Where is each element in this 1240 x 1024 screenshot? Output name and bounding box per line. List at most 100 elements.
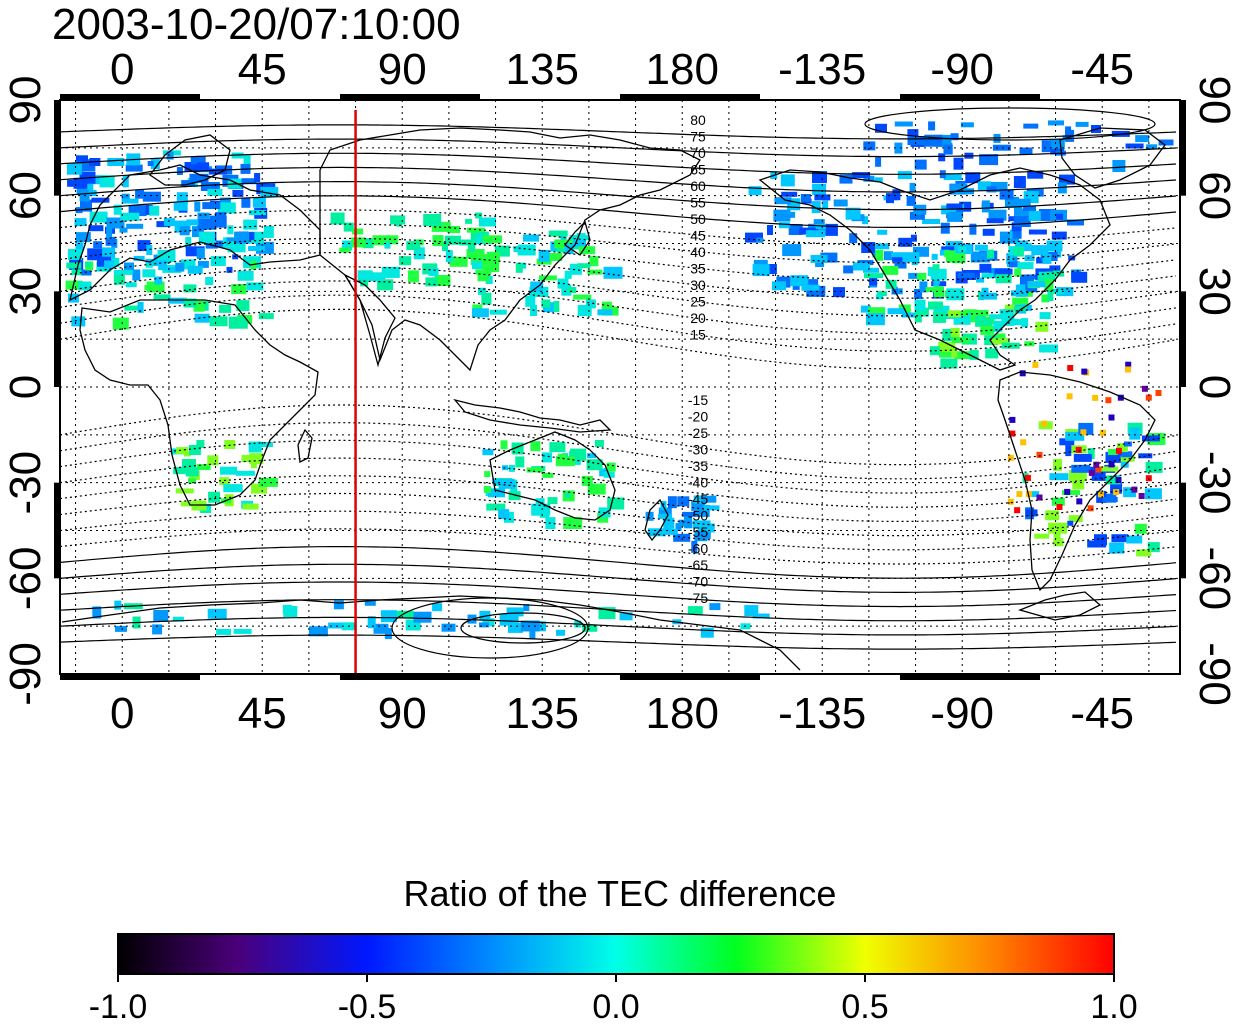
tec-patch [677, 496, 690, 507]
tec-patch [931, 253, 938, 260]
tec-patch [928, 301, 943, 310]
lat-tick-label-right: 30 [1190, 267, 1239, 316]
tec-patch [1067, 219, 1084, 226]
lat-tick-label-left: 90 [1, 76, 50, 125]
tec-patch [183, 451, 191, 457]
tec-patch [432, 235, 444, 247]
tec-patch [875, 156, 882, 167]
tec-patch [1094, 534, 1107, 546]
lon-tick-label-top: -135 [778, 45, 866, 94]
tec-patch [1013, 176, 1026, 188]
tec-patch [790, 275, 809, 287]
tec-patch [515, 456, 525, 468]
tec-patch [959, 201, 972, 212]
tec-patch [806, 230, 825, 238]
tec-patch [542, 452, 552, 463]
tec-patch [800, 194, 811, 202]
tec-patch [996, 333, 1006, 340]
tec-patch [787, 211, 796, 218]
tec-patch [106, 217, 125, 229]
tec-patch [1017, 262, 1034, 270]
tec-patch [916, 307, 929, 317]
tec-patch [876, 291, 887, 297]
tec-patch [606, 462, 616, 472]
tec-patch [947, 310, 961, 318]
tec-patch [498, 509, 510, 520]
tec-patch [538, 275, 557, 281]
tec-patch [234, 231, 250, 244]
tec-patch [1031, 245, 1049, 256]
tec-patch [181, 180, 196, 187]
tec-patch [235, 470, 255, 476]
tec-patch [249, 453, 264, 465]
tec-patch [999, 309, 1014, 319]
tec-patch [774, 197, 792, 205]
tec-patch [1102, 497, 1118, 502]
frame-bar-right [1180, 100, 1186, 196]
tec-patch [219, 304, 232, 313]
tec-patch-extreme [1009, 430, 1016, 437]
lat-tick-label-right: -30 [1190, 451, 1239, 515]
tec-patch [1035, 321, 1049, 332]
tec-patch [1041, 294, 1050, 303]
tec-patch [999, 189, 1014, 200]
tec-patch [466, 227, 485, 233]
tec-patch [1091, 470, 1106, 481]
tec-patch [1068, 515, 1083, 523]
tec-patch [153, 609, 169, 622]
tec-patch [961, 311, 969, 316]
contour-label: 65 [690, 162, 706, 178]
lat-tick-label-right: 90 [1190, 76, 1239, 125]
tec-patch [1028, 229, 1047, 235]
magnetic-contour [60, 492, 1177, 537]
tec-patch [517, 244, 536, 256]
tec-patch [157, 249, 176, 262]
tec-patch [466, 249, 485, 258]
tec-patch [190, 156, 206, 165]
tec-patch [208, 491, 221, 503]
tec-patch [1024, 255, 1035, 262]
tec-patch [1008, 246, 1019, 256]
tec-patch [780, 174, 795, 187]
tec-patch-extreme [1067, 365, 1074, 371]
tec-patch [810, 254, 828, 263]
tec-patch [164, 218, 175, 227]
lon-tick-label-top: 0 [110, 45, 134, 94]
tec-patch [875, 294, 883, 300]
tec-patch [913, 246, 929, 257]
tec-patch [367, 616, 376, 629]
tec-patch [105, 236, 116, 246]
tec-patch [833, 287, 845, 298]
tec-patch [645, 511, 654, 521]
tec-patch [1051, 497, 1065, 506]
tec-patch [887, 308, 906, 315]
tec-patch [372, 235, 391, 246]
tec-patch [1053, 458, 1062, 471]
tec-patch [405, 619, 421, 631]
tec-patch [1023, 123, 1039, 129]
tec-patch [577, 305, 592, 316]
tec-patch [979, 263, 992, 273]
tec-patch [498, 248, 507, 257]
tec-patch-extreme [1108, 461, 1115, 468]
colorbar-tick-label: -1.0 [89, 988, 148, 1024]
tec-patch-extreme [1016, 491, 1023, 497]
tec-patch [687, 606, 703, 615]
tec-patch [917, 273, 927, 281]
tec-patch [153, 294, 171, 300]
tec-patch [1041, 140, 1051, 153]
tec-patch [875, 249, 884, 261]
lon-tick-label-bottom: 90 [378, 689, 427, 738]
tec-patch [928, 121, 936, 131]
magnetic-contour [60, 510, 1177, 551]
lat-tick-label-left: 30 [1, 267, 50, 316]
tec-patch [442, 242, 448, 251]
tec-patch [946, 254, 957, 263]
tec-patch-extreme [1020, 439, 1027, 446]
tec-patch-extreme [1007, 498, 1014, 505]
tec-patch [1008, 261, 1020, 268]
tec-patch [788, 224, 803, 235]
tec-patch [106, 227, 113, 240]
contour-label: -60 [688, 541, 708, 557]
lon-tick-label-bottom: -90 [930, 689, 994, 738]
